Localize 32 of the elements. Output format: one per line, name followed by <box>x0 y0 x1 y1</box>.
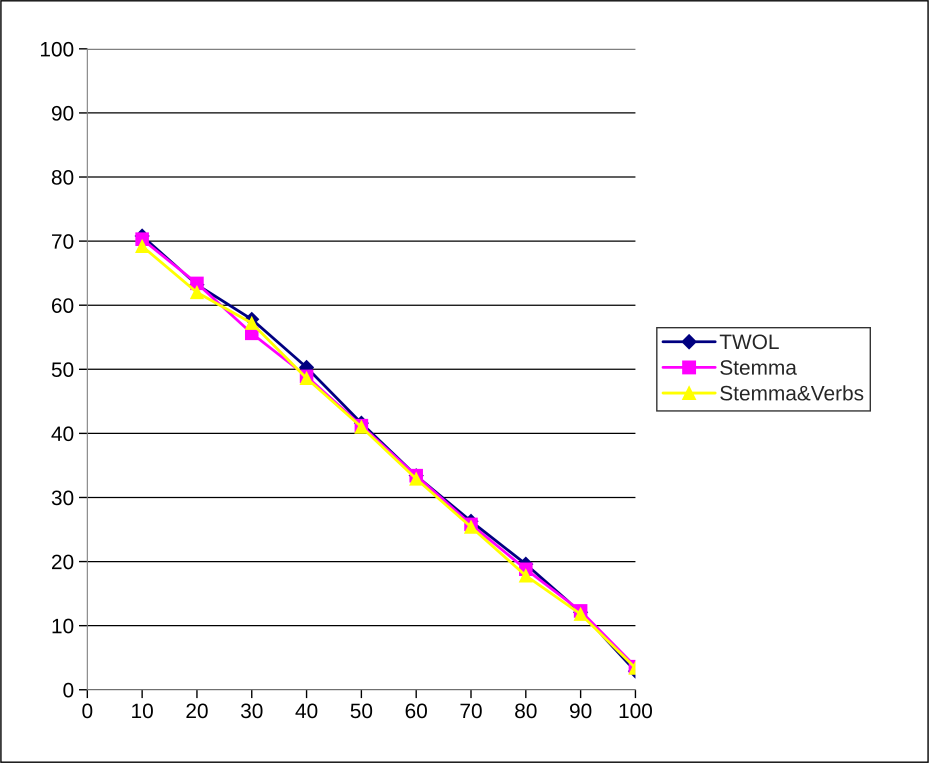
y-tick-label: 90 <box>52 106 74 121</box>
x-tick-label: 20 <box>186 703 208 718</box>
y-tick-label: 20 <box>52 554 74 570</box>
point <box>409 472 423 486</box>
x-tick-label: 100 <box>620 703 652 718</box>
legend-label: TWOL <box>720 334 779 350</box>
point <box>135 239 149 254</box>
x-tick-label: 60 <box>406 703 427 718</box>
y-tick-label: 10 <box>52 618 74 634</box>
x-tick-label: 30 <box>240 703 263 718</box>
x-tick-label: 10 <box>132 703 153 718</box>
y-tick-label: 60 <box>52 298 74 313</box>
point <box>574 607 588 621</box>
x-tick-label: 80 <box>515 703 537 718</box>
legend-label: Stemma <box>720 360 797 375</box>
x-tick-label: 0 <box>82 703 92 718</box>
point <box>519 568 533 582</box>
y-tick-label: 0 <box>63 682 74 698</box>
x-tick-label: 40 <box>295 703 318 718</box>
point <box>244 316 259 330</box>
x-tick-label: 90 <box>570 703 592 718</box>
point <box>190 286 204 300</box>
y-tick-label: 100 <box>40 42 74 57</box>
x-tick-label: 50 <box>350 703 372 718</box>
y-tick-label: 50 <box>52 362 74 378</box>
point <box>464 520 478 534</box>
y-tick-label: 40 <box>51 426 74 442</box>
x-tick-label: 70 <box>460 703 482 718</box>
y-tick-label: 30 <box>52 490 74 506</box>
y-tick-label: 70 <box>52 234 74 249</box>
legend-label: Stemma&Verbs <box>720 385 864 401</box>
y-tick-label: 80 <box>52 170 74 185</box>
